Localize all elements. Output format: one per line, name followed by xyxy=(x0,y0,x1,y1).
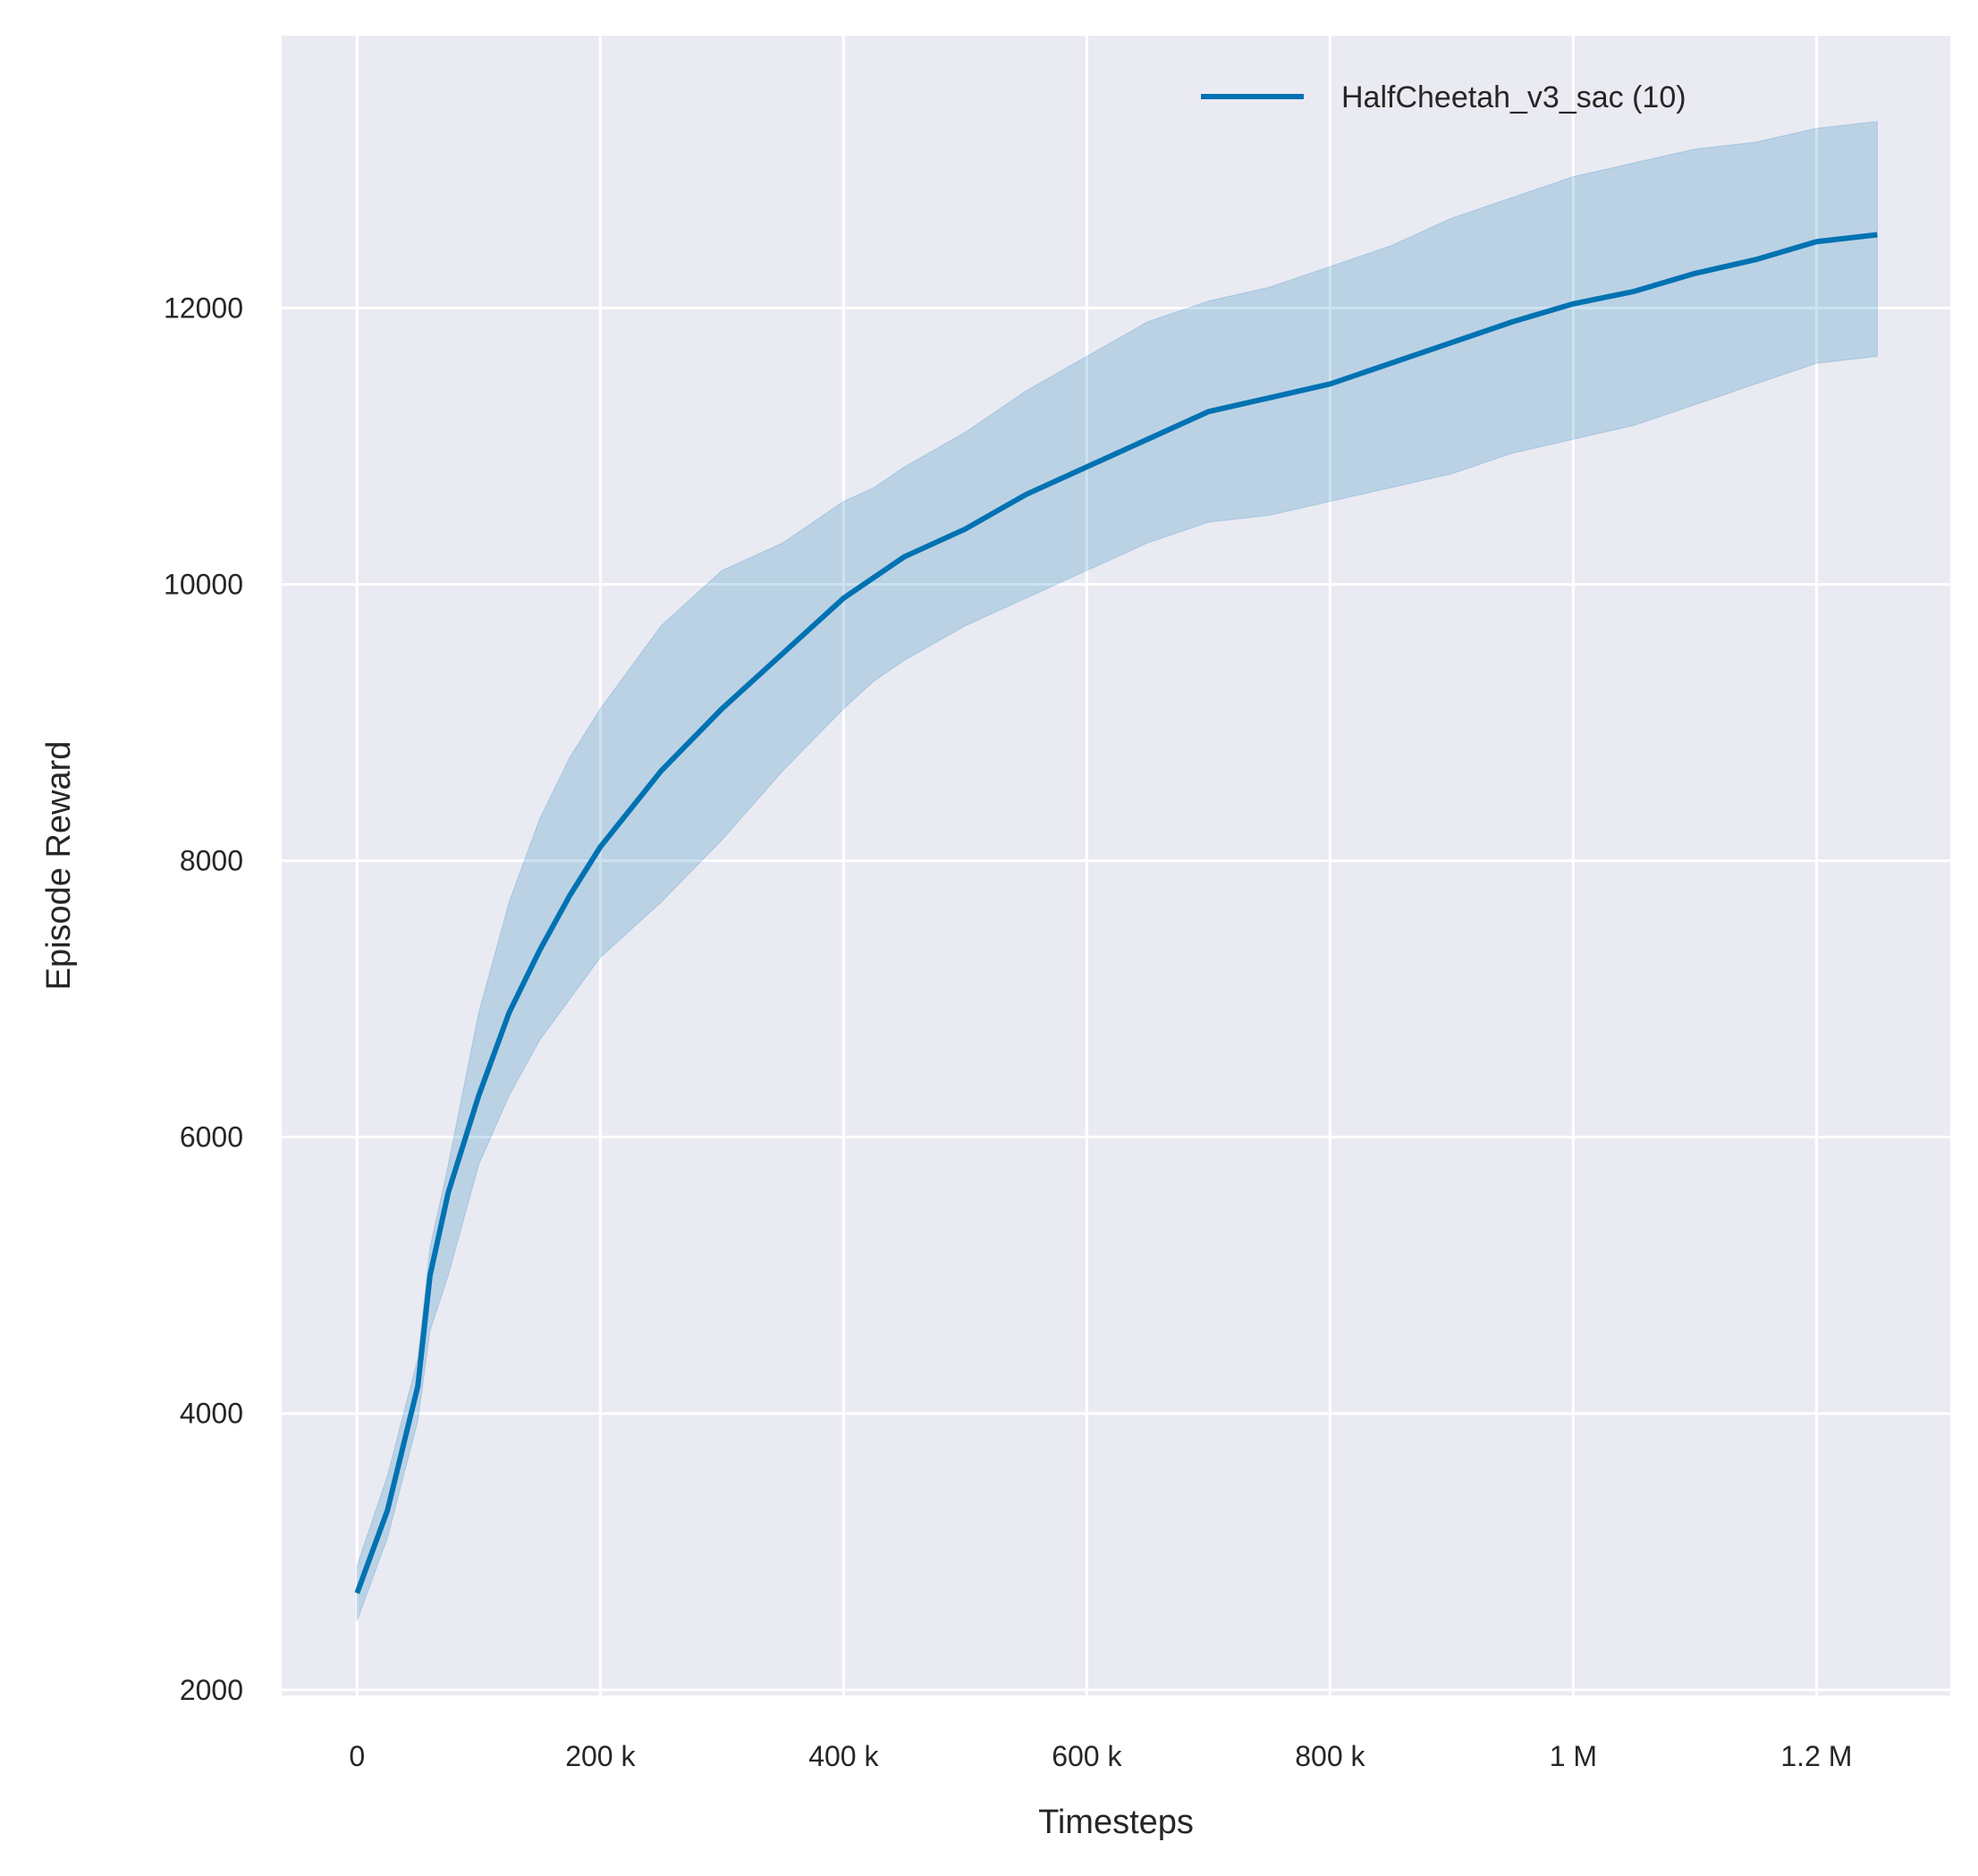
x-tick-labels: 0 200 k 400 k 600 k 800 k 1 M 1.2 M xyxy=(349,1740,1852,1772)
y-tick-label: 12000 xyxy=(164,292,243,324)
x-tick-label: 0 xyxy=(349,1740,365,1772)
x-tick-label: 800 k xyxy=(1295,1740,1365,1772)
mean-line xyxy=(354,232,1878,1594)
x-axis-label: Timesteps xyxy=(1038,1804,1194,1841)
legend-label: HalfCheetah_v3_sac (10) xyxy=(1341,80,1686,114)
legend: HalfCheetah_v3_sac (10) xyxy=(1201,80,1686,114)
y-tick-label: 2000 xyxy=(180,1674,243,1706)
series-group xyxy=(354,121,1878,1621)
x-tick-label: 1.2 M xyxy=(1780,1740,1852,1772)
y-tick-label: 10000 xyxy=(164,569,243,601)
gridlines xyxy=(282,36,1950,1695)
confidence-band xyxy=(356,121,1878,1621)
y-tick-label: 4000 xyxy=(180,1398,243,1430)
y-axis-label: Episode Reward xyxy=(40,741,78,991)
plot-area xyxy=(282,36,1950,1695)
y-tick-label: 8000 xyxy=(180,845,243,877)
x-tick-label: 1 M xyxy=(1550,1740,1597,1772)
y-tick-labels: 2000 4000 6000 8000 10000 12000 xyxy=(164,292,243,1705)
x-tick-label: 600 k xyxy=(1052,1740,1122,1772)
x-tick-label: 400 k xyxy=(808,1740,879,1772)
x-tick-label: 200 k xyxy=(565,1740,636,1772)
y-tick-label: 6000 xyxy=(180,1121,243,1153)
